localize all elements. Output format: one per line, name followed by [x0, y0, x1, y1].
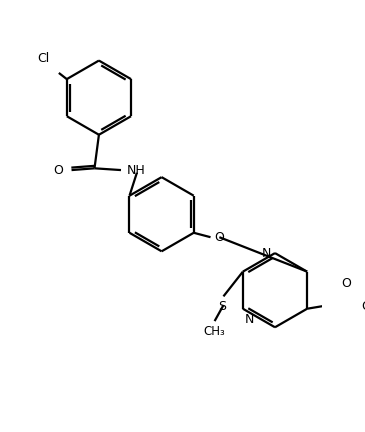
- Text: NH: NH: [126, 164, 145, 177]
- Text: Cl: Cl: [37, 52, 49, 65]
- Text: N: N: [245, 313, 254, 326]
- Text: O: O: [214, 231, 224, 244]
- Text: CH₃: CH₃: [204, 324, 226, 338]
- Text: O: O: [361, 299, 365, 313]
- Text: S: S: [218, 300, 226, 313]
- Text: N: N: [262, 247, 272, 260]
- Text: O: O: [342, 276, 351, 289]
- Text: O: O: [54, 165, 64, 178]
